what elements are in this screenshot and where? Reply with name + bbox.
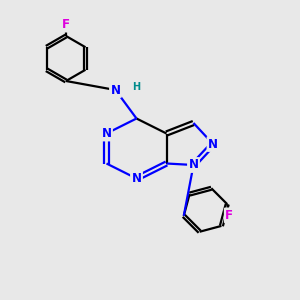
- Text: N: N: [208, 137, 218, 151]
- Text: N: N: [131, 172, 142, 185]
- Text: H: H: [132, 82, 141, 92]
- Text: N: N: [101, 127, 112, 140]
- Text: N: N: [188, 158, 199, 172]
- Text: N: N: [110, 83, 121, 97]
- Text: F: F: [62, 18, 70, 31]
- Text: F: F: [225, 209, 233, 222]
